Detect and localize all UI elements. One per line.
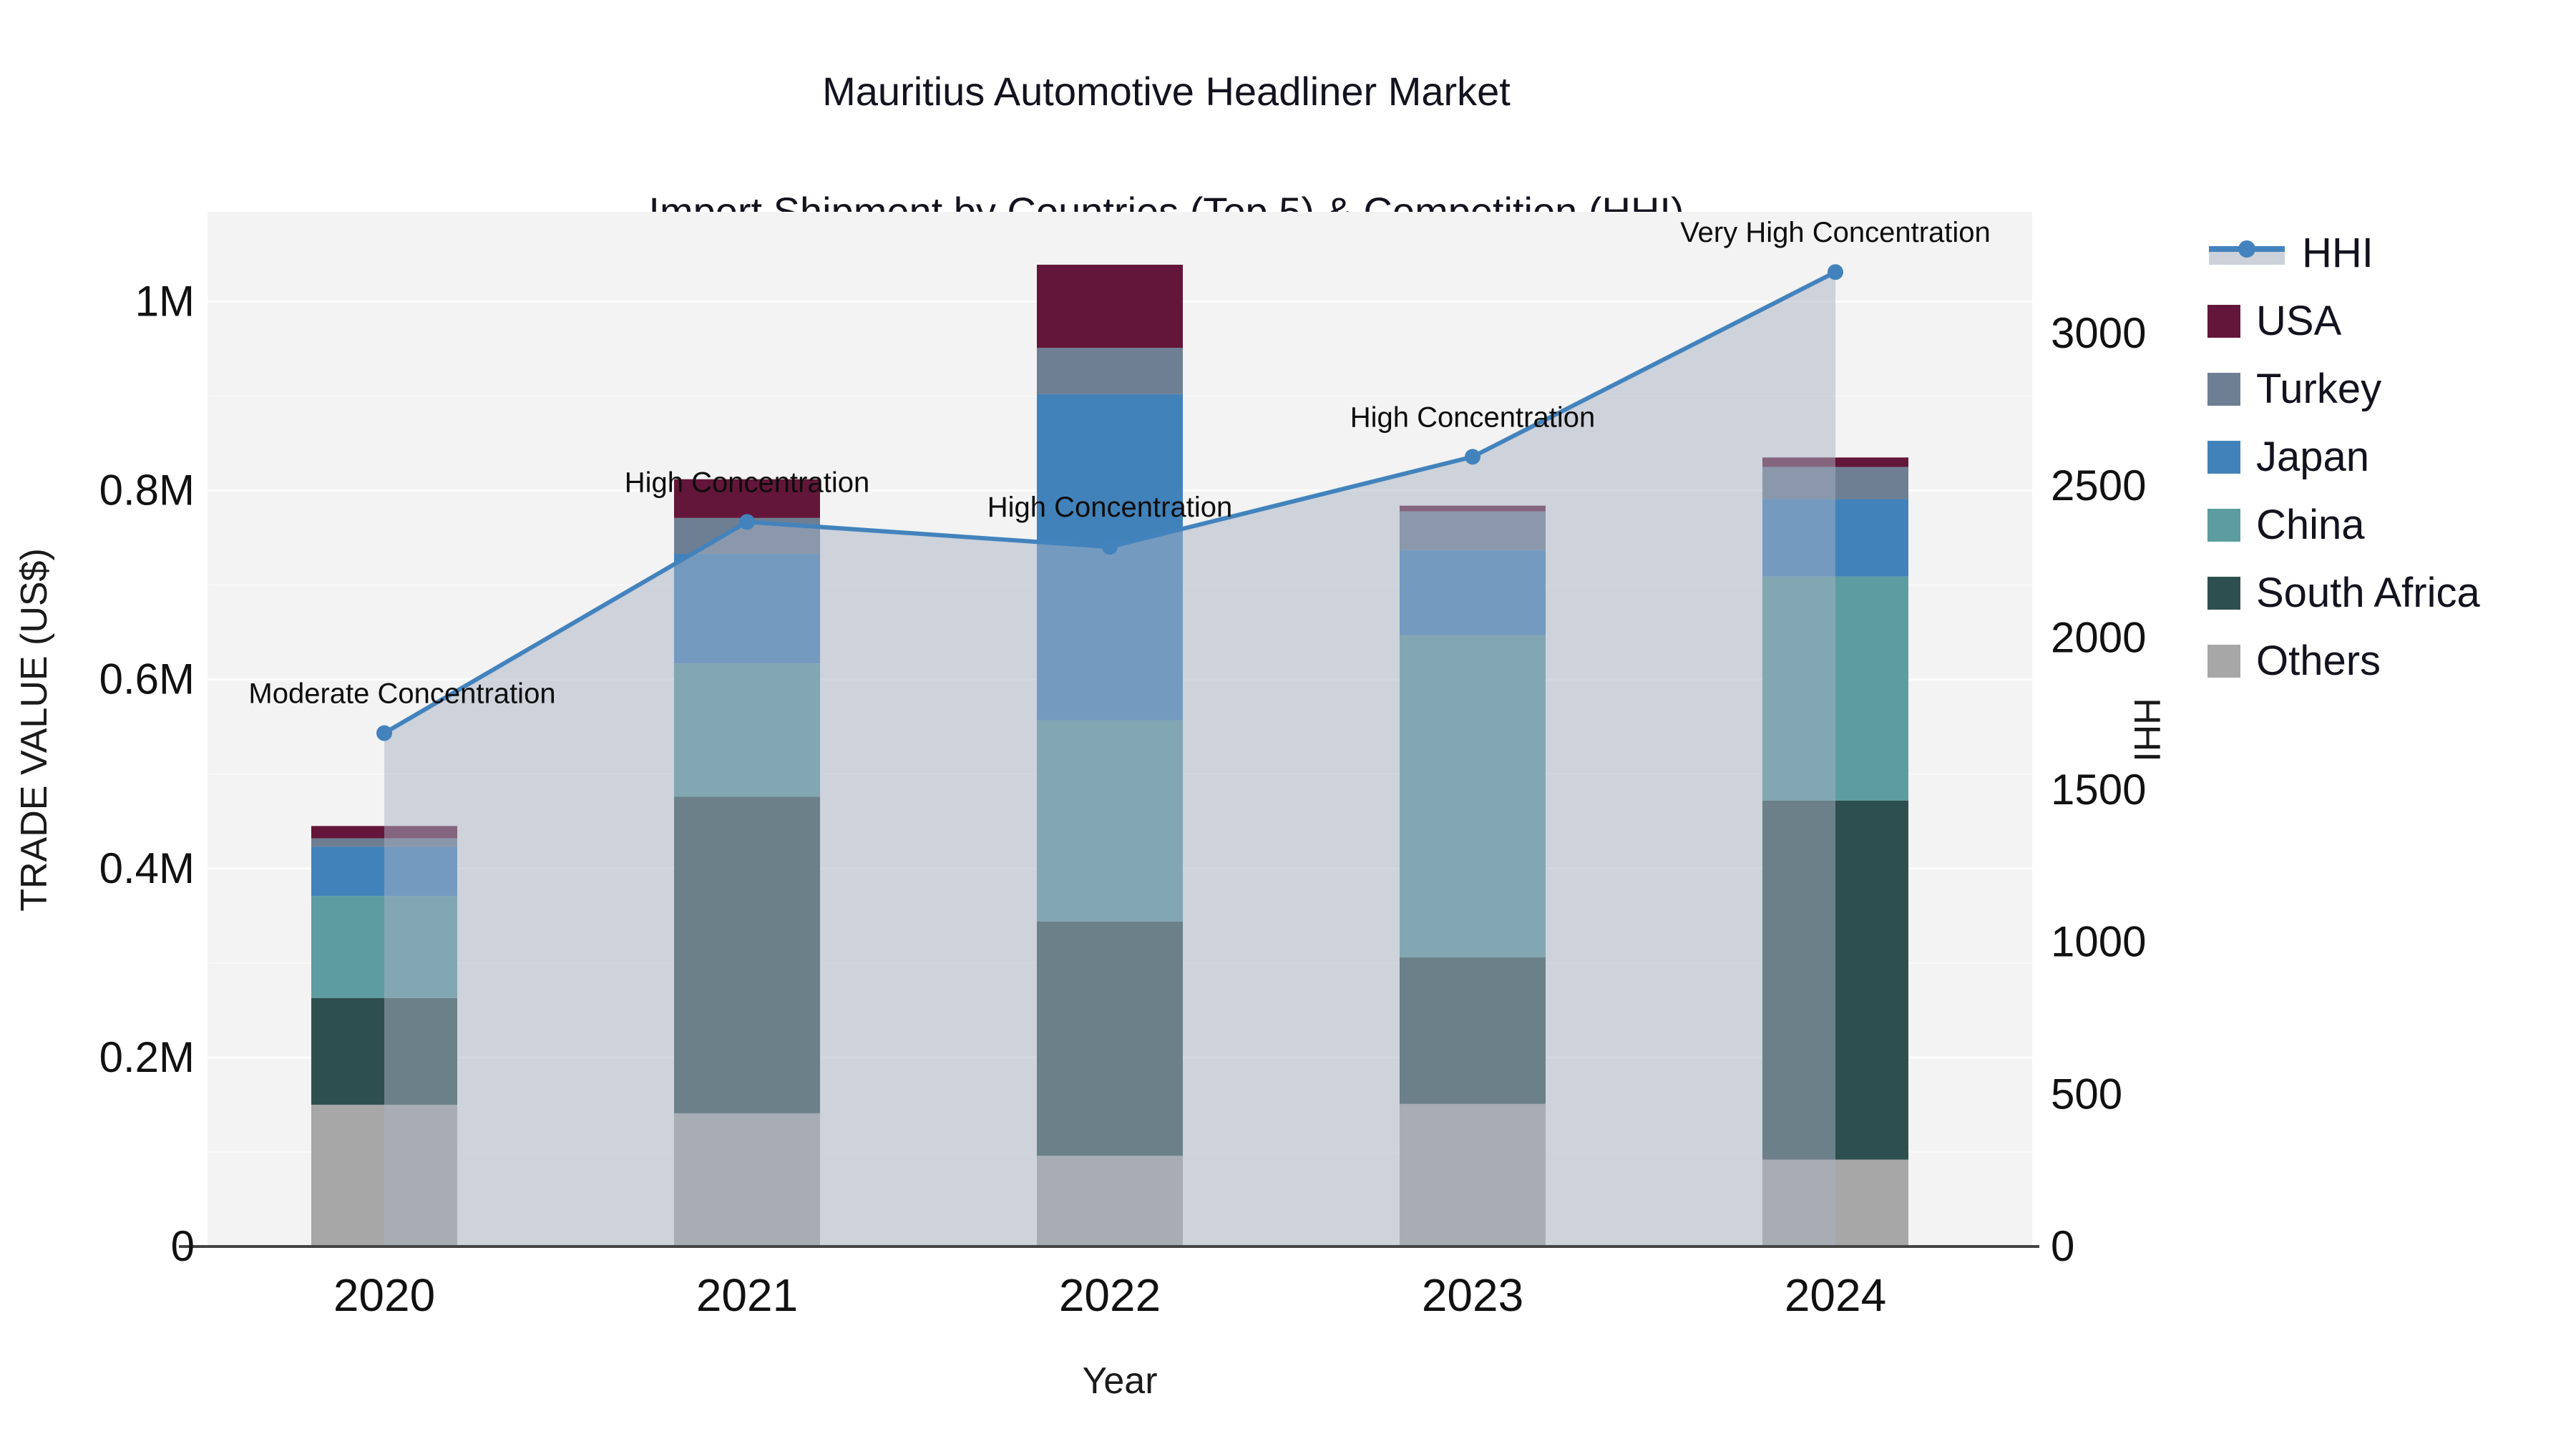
legend-label-china: China: [2256, 502, 2365, 548]
legend-item-usa[interactable]: USA: [2207, 298, 2480, 344]
x-axis-title: Year: [1082, 1360, 1158, 1402]
y-left-tick-0.2M: 0.2M: [99, 1033, 195, 1081]
x-tick-2020: 2020: [333, 1269, 435, 1321]
legend-swatch-others: [2207, 644, 2240, 678]
legend-swatch-usa: [2207, 304, 2240, 338]
legend-label-turkey: Turkey: [2256, 366, 2382, 412]
legend-item-china[interactable]: China: [2207, 502, 2480, 548]
x-tick-2023: 2023: [1422, 1269, 1523, 1321]
hhi-marker-2022[interactable]: [1102, 539, 1118, 555]
legend-label-japan: Japan: [2256, 434, 2370, 480]
legend-label-south-africa: South Africa: [2256, 570, 2480, 616]
annotation-2021: High Concentration: [625, 467, 869, 498]
legend-label-usa: USA: [2256, 298, 2342, 344]
legend-label-hhi: HHI: [2302, 230, 2373, 276]
annotation-2023: High Concentration: [1350, 401, 1595, 433]
legend-item-japan[interactable]: Japan: [2207, 434, 2480, 480]
legend-item-turkey[interactable]: Turkey: [2207, 366, 2480, 412]
legend-swatch-south-africa: [2207, 576, 2240, 610]
x-tick-2021: 2021: [696, 1269, 798, 1321]
hhi-marker-2023[interactable]: [1465, 449, 1480, 465]
y-left-tick-0.8M: 0.8M: [99, 467, 195, 514]
bar-segment-2022-usa[interactable]: [1037, 264, 1183, 348]
annotation-2022: High Concentration: [987, 492, 1232, 523]
hhi-marker-2020[interactable]: [376, 725, 392, 741]
legend-swatch-japan: [2207, 440, 2240, 474]
y-left-tick-1M: 1M: [135, 277, 195, 325]
y-right-tick-3000: 3000: [2051, 309, 2146, 357]
y-right-tick-500: 500: [2051, 1070, 2122, 1118]
y-right-tick-0: 0: [2051, 1222, 2074, 1270]
legend-swatch-china: [2207, 508, 2240, 542]
hhi-marker-2024[interactable]: [1828, 264, 1843, 280]
legend-swatch-turkey: [2207, 372, 2240, 406]
chart-title-line1: Mauritius Automotive Headliner Market: [822, 69, 1511, 114]
y-left-tick-0.4M: 0.4M: [99, 844, 195, 892]
hhi-area-fill: [384, 272, 1835, 1246]
legend-item-hhi[interactable]: HHI: [2207, 230, 2480, 276]
legend-item-others[interactable]: Others: [2207, 638, 2480, 684]
y-right-tick-1500: 1500: [2051, 766, 2146, 814]
x-tick-2022: 2022: [1059, 1269, 1161, 1321]
legend: HHI USA Turkey Japan China South Africa Others: [2207, 230, 2480, 706]
annotation-2024: Very High Concentration: [1680, 217, 1991, 248]
bar-segment-2022-turkey[interactable]: [1037, 348, 1183, 394]
legend-item-south-africa[interactable]: South Africa: [2207, 570, 2480, 616]
y-left-tick-0: 0: [171, 1222, 195, 1270]
y-right-tick-1000: 1000: [2051, 918, 2146, 966]
y-right-tick-2500: 2500: [2051, 462, 2146, 509]
annotation-2020: Moderate Concentration: [248, 678, 555, 710]
legend-label-others: Others: [2256, 638, 2381, 684]
y-right-tick-2000: 2000: [2051, 613, 2146, 661]
bar-segment-2021-usa[interactable]: [674, 479, 820, 518]
hhi-line-symbol: [2209, 240, 2285, 265]
hhi-marker-2021[interactable]: [739, 514, 755, 530]
x-tick-2024: 2024: [1785, 1269, 1886, 1321]
y-left-tick-0.6M: 0.6M: [99, 655, 195, 703]
